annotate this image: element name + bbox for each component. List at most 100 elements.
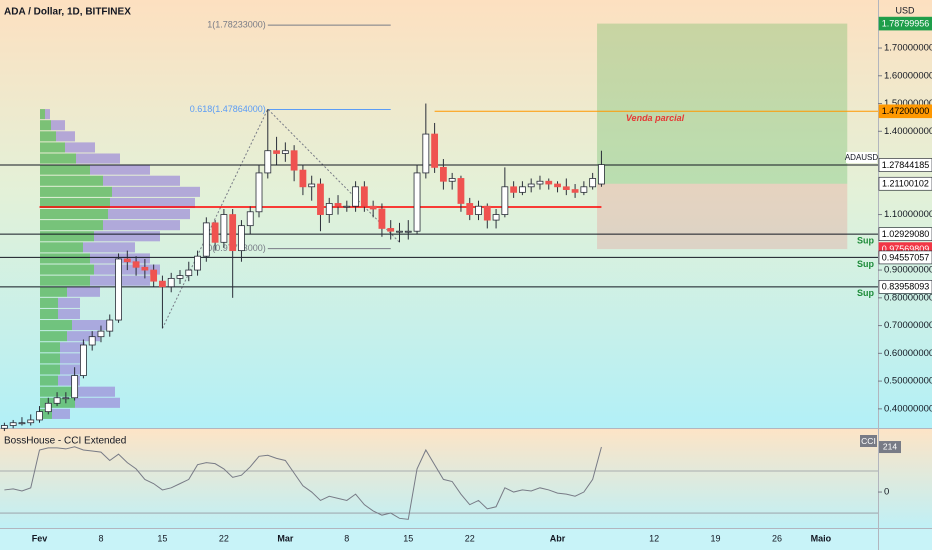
cci-value: 214: [883, 441, 897, 451]
volume-down: [90, 253, 150, 264]
volume-up: [40, 408, 52, 419]
volume-down: [83, 242, 135, 253]
y-tick-label: 0.70000000: [884, 320, 932, 331]
time-axis: [0, 529, 932, 550]
candle-body: [598, 164, 605, 185]
volume-up: [40, 197, 110, 209]
x-tick-label: 15: [403, 533, 413, 543]
fib-label: 0(0.97733000): [207, 243, 266, 253]
y-tick-label: 1.70000000: [884, 43, 932, 54]
candle-body: [439, 166, 447, 182]
price-badge: [878, 104, 932, 119]
volume-down: [58, 297, 80, 308]
candle-body: [202, 222, 210, 257]
price-badge-label: 1.47200000: [882, 106, 930, 116]
price-badge: [878, 250, 932, 265]
y-tick-label: 1.10000000: [884, 209, 932, 220]
x-tick-label: Maio: [811, 533, 832, 543]
candle-body: [80, 344, 87, 376]
volume-down: [45, 109, 50, 120]
candle-body: [88, 336, 96, 346]
price-badge-label: 1.78799956: [882, 18, 930, 28]
support-label: Sup: [857, 259, 875, 269]
volume-up: [40, 286, 67, 297]
target-zone: [597, 23, 848, 184]
candle-body: [44, 402, 52, 413]
candle-body: [325, 203, 333, 215]
volume-up: [40, 209, 108, 220]
candle-body: [554, 183, 561, 188]
price-badge-label: 1.27844185: [882, 160, 930, 170]
candle-body: [115, 258, 122, 321]
volume-down: [52, 408, 70, 419]
x-tick-label: 8: [344, 533, 349, 543]
candle-body: [457, 178, 465, 204]
cci-name-badge: [860, 435, 877, 447]
price-badge-label: 0.97569809: [882, 244, 930, 254]
volume-down: [110, 197, 195, 209]
candle-body: [27, 419, 35, 424]
volume-down: [75, 397, 120, 408]
candle-body: [246, 211, 254, 227]
candle-body: [281, 150, 289, 154]
volume-up: [40, 242, 83, 253]
symbol-label: ADAUSD: [845, 153, 879, 162]
volume-down: [60, 364, 85, 375]
x-tick-label: 12: [649, 533, 659, 543]
volume-down: [103, 175, 180, 186]
stop-zone: [597, 183, 848, 250]
note: Venda parcial: [626, 113, 685, 123]
volume-down: [72, 320, 110, 331]
volume-up: [40, 164, 90, 175]
volume-down: [108, 209, 190, 220]
price-badge: [878, 16, 932, 31]
y-tick-label: 0.40000000: [884, 403, 932, 414]
candle-body: [527, 183, 535, 188]
volume-up: [40, 320, 72, 331]
y-tick-label: 0.80000000: [884, 292, 932, 303]
candle-body: [18, 422, 26, 425]
volume-up: [40, 231, 94, 242]
x-tick-label: Mar: [277, 533, 294, 543]
candle-body: [53, 397, 61, 404]
y-tick-label: 0.90000000: [884, 265, 932, 276]
candle-body: [176, 275, 184, 279]
x-tick-label: Abr: [550, 533, 566, 543]
volume-down: [51, 120, 65, 131]
volume-up: [40, 175, 103, 186]
fib-label: 1(1.78233000): [207, 20, 266, 30]
candle-body: [167, 277, 175, 288]
cci-tick-label: 0: [884, 487, 889, 498]
candle-body: [123, 258, 131, 263]
support-label: Sup: [857, 288, 875, 298]
candle-body: [413, 172, 421, 232]
candle-body: [290, 150, 298, 171]
volume-down: [67, 331, 100, 342]
x-tick-label: 8: [98, 533, 103, 543]
volume-down: [56, 131, 75, 142]
volume-down: [94, 231, 160, 242]
cci-pane: [0, 429, 932, 529]
candle-body: [352, 186, 359, 207]
candle-body: [492, 214, 500, 221]
volume-down: [67, 286, 100, 297]
candle-body: [220, 214, 228, 243]
candle-body: [255, 172, 263, 213]
candle-body: [387, 228, 395, 232]
indicator-title: BossHouse - CCI Extended: [4, 436, 126, 447]
volume-up: [40, 364, 60, 375]
candle-body: [132, 261, 140, 268]
candle-body: [545, 180, 553, 185]
candle-body: [150, 269, 158, 282]
y-tick-label: 0.50000000: [884, 376, 932, 387]
volume-down: [58, 375, 80, 386]
volume-up: [40, 186, 112, 197]
candle-body: [141, 266, 149, 271]
unit-label: USD: [895, 5, 915, 15]
support-label: Sup: [857, 236, 875, 246]
volume-down: [73, 386, 115, 397]
candle-body: [9, 422, 17, 426]
candle-body: [448, 178, 456, 182]
volume-down: [112, 186, 200, 197]
